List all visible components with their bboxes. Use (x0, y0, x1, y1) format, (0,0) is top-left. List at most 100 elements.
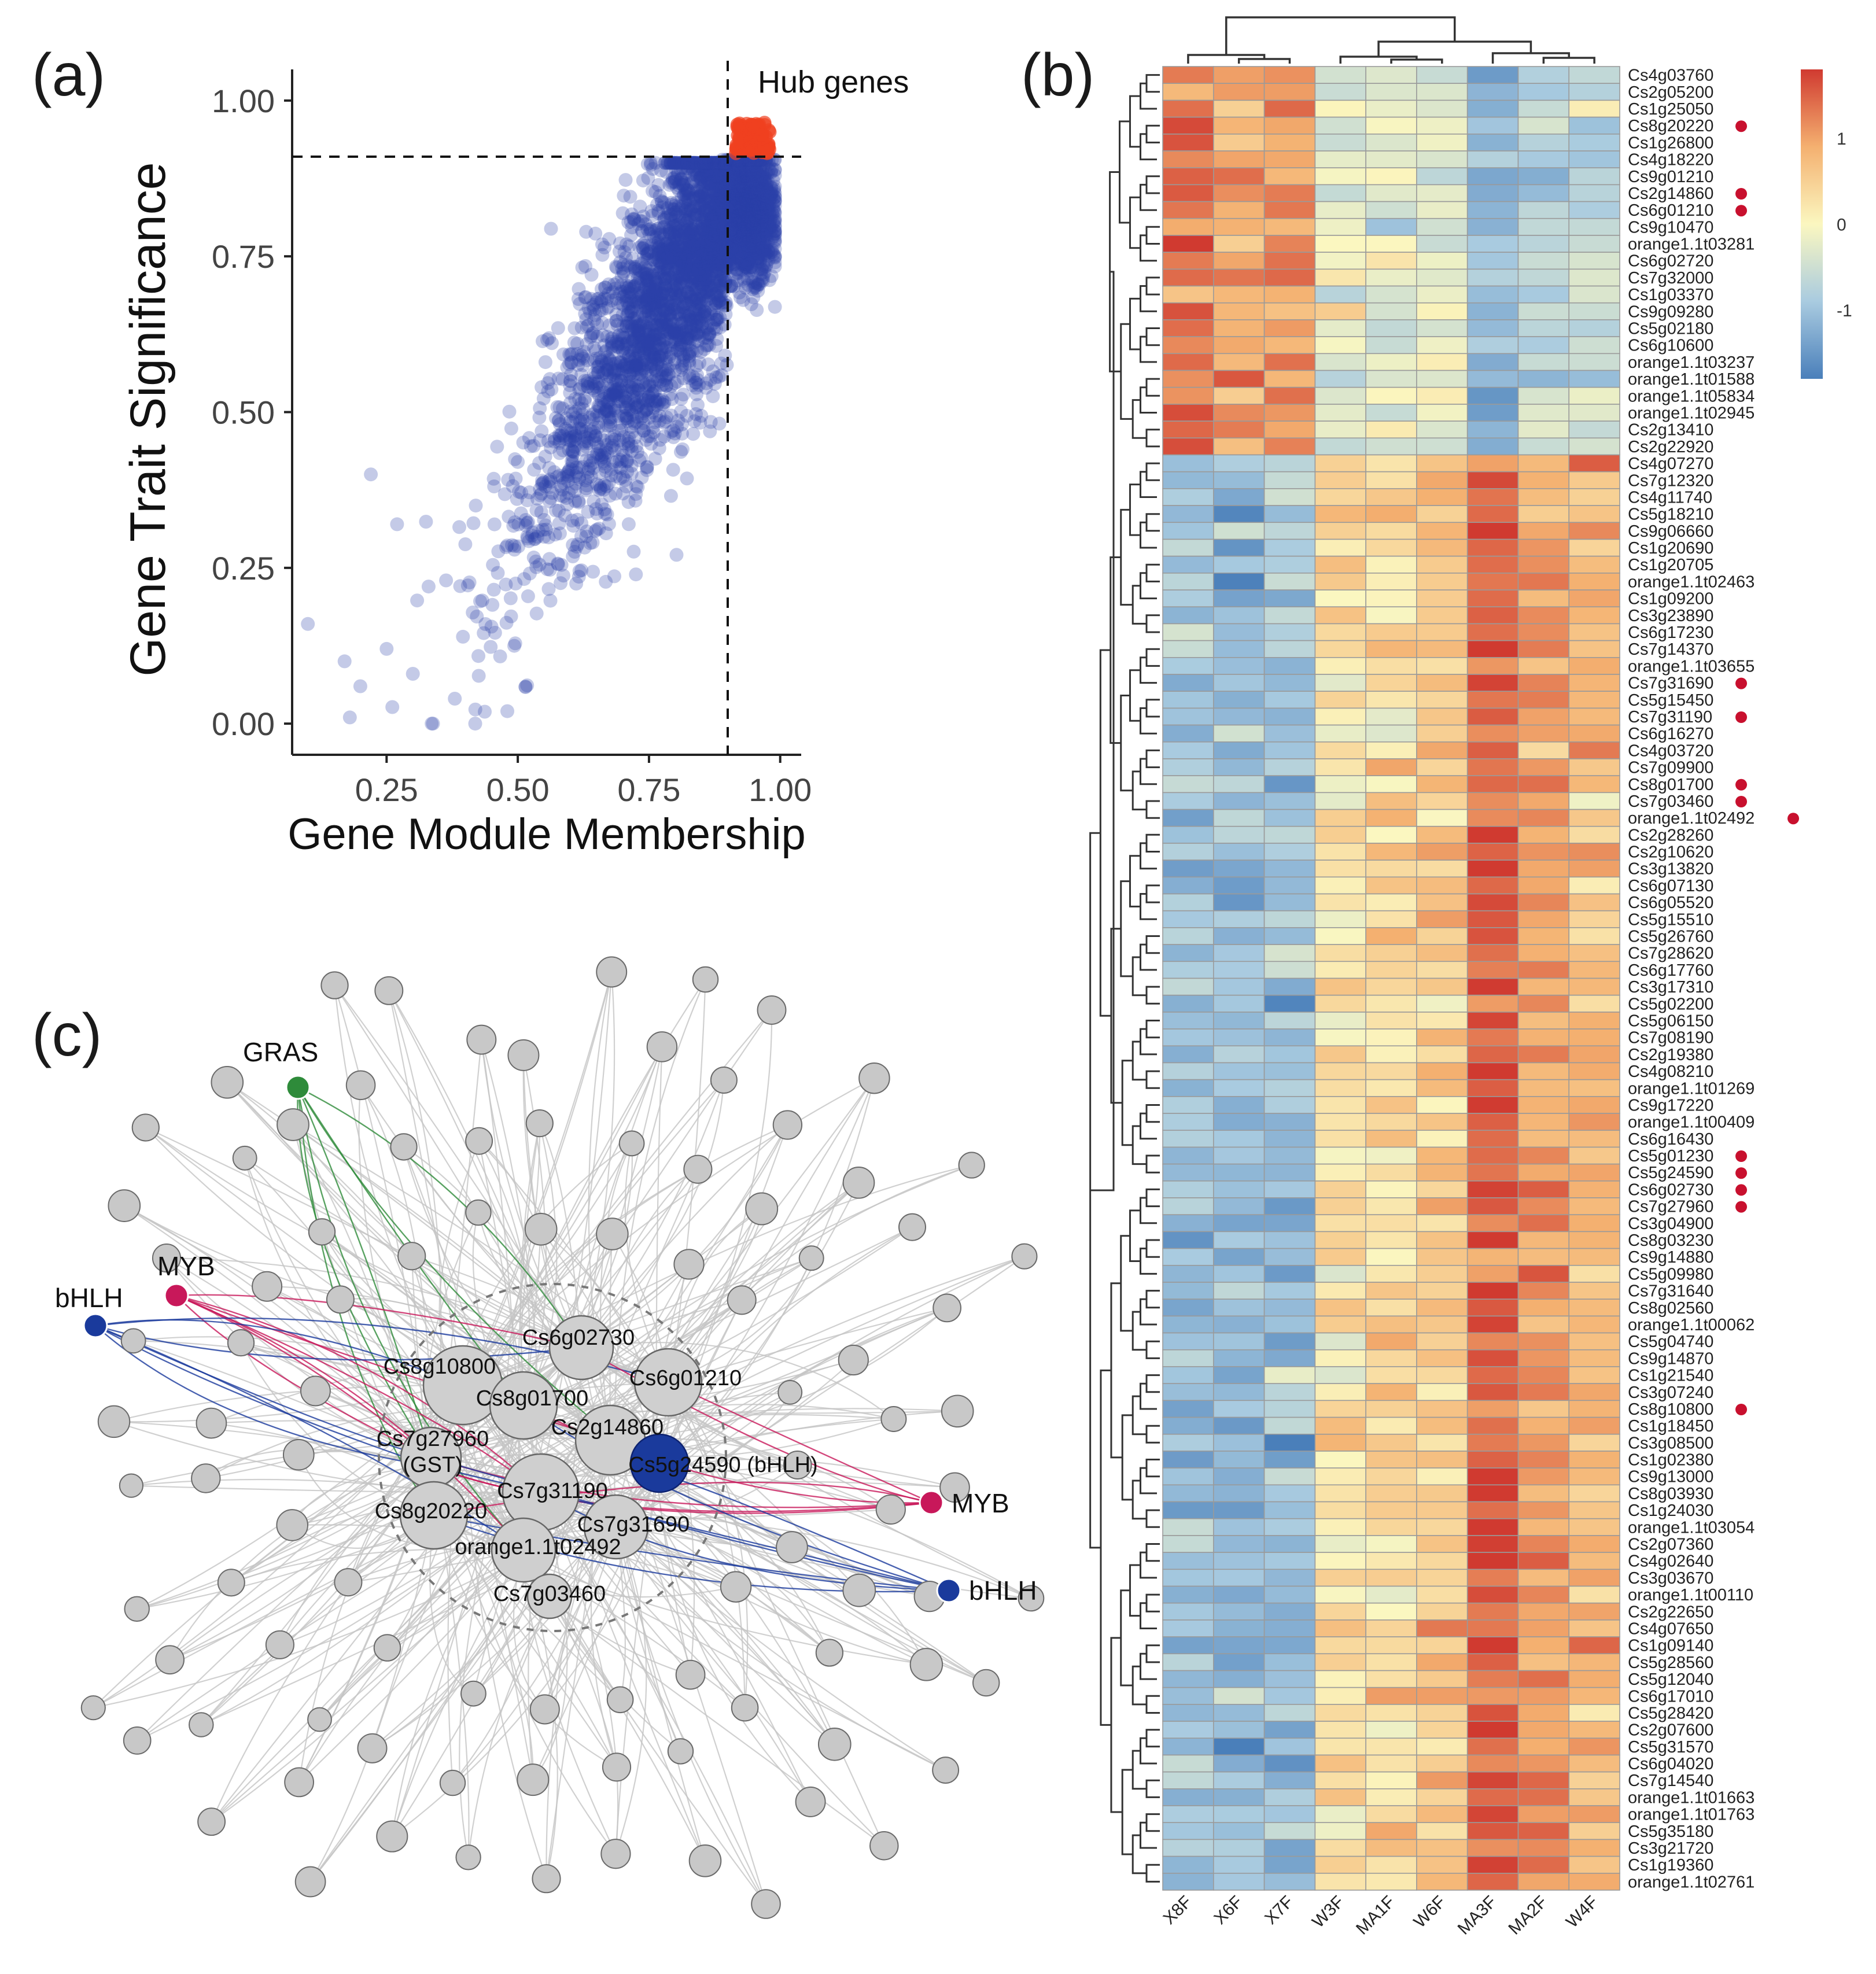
heatmap-cell (1314, 1265, 1366, 1283)
scatter-point (701, 289, 716, 303)
heatmap-cell (1466, 927, 1519, 945)
scatter-point (712, 416, 727, 431)
heatmap-cell (1314, 961, 1366, 979)
heatmap-cell (1517, 961, 1570, 979)
heatmap-cell (1162, 268, 1214, 287)
row-dendrogram-branch (1120, 1589, 1133, 1687)
heatmap-cell (1517, 1079, 1570, 1097)
scatter-point (613, 356, 628, 370)
heatmap-cell (1568, 285, 1620, 304)
heatmap-cell (1466, 66, 1519, 84)
heatmap-cell (1314, 623, 1366, 641)
y-axis-label: Gene Trait Significance (120, 162, 176, 676)
heatmap-cell (1568, 809, 1620, 827)
heatmap-cell (1365, 302, 1417, 320)
scatter-point (713, 156, 728, 170)
heatmap-cell (1212, 386, 1265, 405)
scatter-point (697, 211, 712, 226)
heatmap-cell (1517, 454, 1570, 473)
row-dendrogram-branch (1145, 429, 1160, 448)
heatmap-cell (1212, 792, 1265, 810)
heatmap-cell (1314, 488, 1366, 506)
heatmap-cell (1466, 1163, 1519, 1182)
scatter-point (525, 529, 539, 543)
heatmap-cell (1416, 1248, 1468, 1266)
heatmap-cell (1162, 741, 1214, 759)
scatter-point (693, 170, 707, 185)
heatmap-cell (1568, 724, 1620, 743)
heatmap-cell (1416, 1214, 1468, 1233)
scatter-point (659, 237, 673, 251)
heatmap-cell (1365, 133, 1417, 152)
heatmap-cell (1263, 640, 1316, 658)
heatmap-cell (1365, 775, 1417, 794)
heatmap-cell (1365, 977, 1417, 996)
heatmap-cell (1263, 961, 1316, 979)
scatter-point (385, 700, 400, 714)
scatter-point (679, 319, 694, 334)
heatmap-cell (1314, 99, 1366, 118)
scatter-point (662, 178, 677, 192)
scatter-point (644, 222, 658, 236)
heatmap-cell (1568, 1113, 1620, 1131)
scatter-point (642, 378, 657, 393)
dendrogram-branch (1237, 58, 1291, 64)
row-dendrogram-branch (1139, 471, 1157, 498)
heatmap-cell (1568, 1130, 1620, 1148)
heatmap-cell (1314, 201, 1366, 219)
scatter-point (607, 569, 621, 584)
scatter-point (592, 304, 607, 318)
scatter-point (708, 264, 723, 279)
heatmap-cell (1263, 1146, 1316, 1165)
heatmap-cell (1416, 994, 1468, 1013)
scatter-point (556, 569, 570, 583)
heatmap-cell (1263, 133, 1316, 152)
scatter-point (657, 429, 672, 444)
row-dendrogram-branch (1139, 943, 1157, 971)
row-dendrogram-branch (1145, 1154, 1160, 1174)
heatmap-cell (1365, 386, 1417, 405)
heatmap-cell (1466, 1366, 1519, 1384)
x-tick-label: 1.00 (749, 772, 812, 808)
heatmap-cell (1263, 201, 1316, 219)
heatmap-cell (1314, 1231, 1366, 1249)
heatmap-cell (1365, 353, 1417, 371)
heatmap-cell (1314, 420, 1366, 439)
scatter-point (717, 157, 732, 171)
heatmap-cell (1263, 606, 1316, 625)
heatmap-cell (1263, 1180, 1316, 1198)
heatmap-cell (1365, 1332, 1417, 1351)
scatter-point (713, 219, 727, 233)
scatter-point (581, 504, 595, 519)
heatmap-cell (1162, 353, 1214, 371)
heatmap-cell (1416, 589, 1468, 608)
heatmap-cell (1365, 1130, 1417, 1148)
heatmap-cell (1517, 116, 1570, 135)
scatter-point (644, 156, 658, 170)
scatter-point (628, 493, 643, 508)
heatmap-cell (1212, 691, 1265, 709)
heatmap-cell (1466, 1012, 1519, 1030)
scatter-point (640, 333, 654, 347)
scatter-point (684, 156, 698, 170)
heatmap-cell (1212, 522, 1265, 540)
scatter-point (614, 337, 629, 351)
heatmap-cell (1162, 1062, 1214, 1080)
heatmap-cell (1365, 252, 1417, 270)
heatmap-cell (1517, 1113, 1570, 1131)
heatmap-cell (1416, 1282, 1468, 1300)
scatter-point (644, 393, 659, 408)
scatter-point (439, 573, 454, 588)
scatter-point (676, 353, 691, 368)
heatmap-cell (1212, 589, 1265, 608)
heatmap-cell (1162, 99, 1214, 118)
heatmap-cell (1162, 1146, 1214, 1165)
heatmap-cell (1314, 235, 1366, 253)
heatmap-cell (1568, 893, 1620, 912)
heatmap-cell (1263, 927, 1316, 945)
heatmap-cell (1466, 741, 1519, 759)
heatmap-cell (1162, 859, 1214, 878)
heatmap-cell (1162, 657, 1214, 675)
heatmap-cell (1517, 1045, 1570, 1064)
